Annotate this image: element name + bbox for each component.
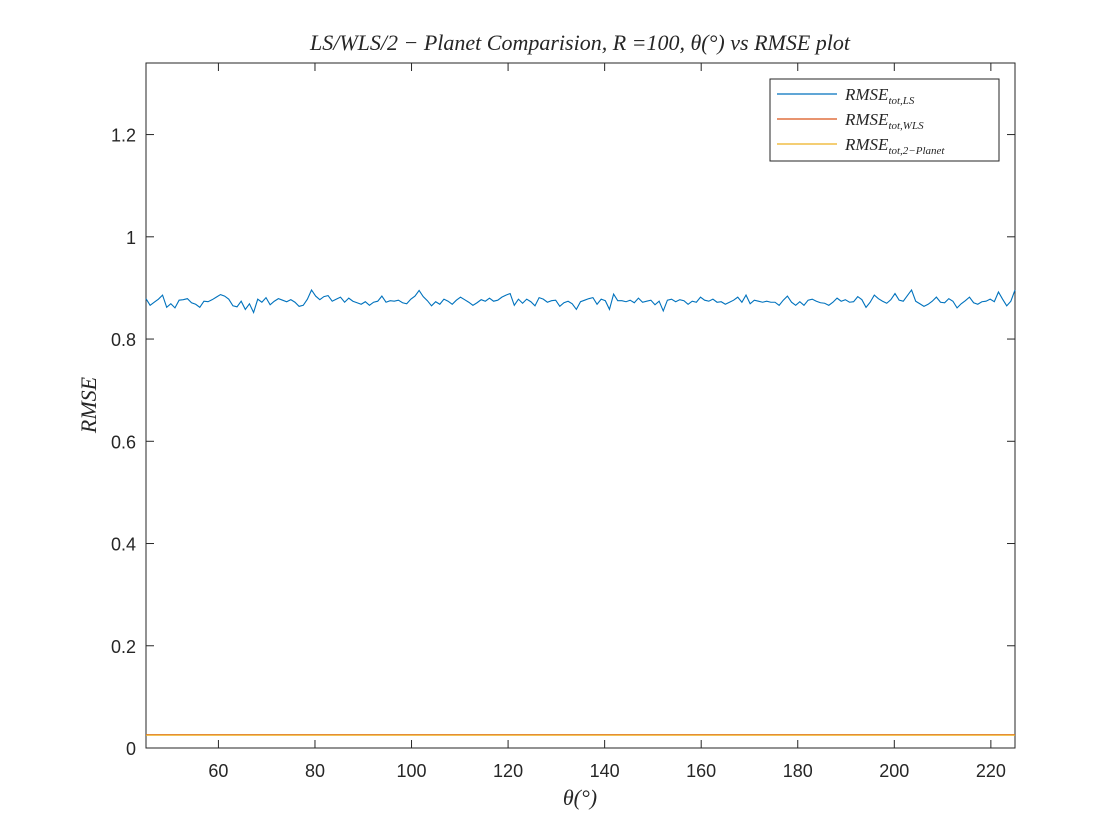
x-tick-label: 140 — [590, 761, 620, 781]
y-tick-label: 0.4 — [111, 535, 136, 555]
x-tick-label: 120 — [493, 761, 523, 781]
legend-box — [769, 78, 1000, 162]
x-tick-label: 80 — [305, 761, 325, 781]
legend-entry-1: RMSEtot,LS — [844, 85, 915, 107]
legend-label-subscript: tot,2−Planet — [888, 145, 945, 157]
x-axis-ticks: 60 80 100 120 140 160 180 200 220 — [208, 63, 1006, 781]
legend-label-subscript: tot,LS — [888, 95, 914, 107]
x-tick-label: 160 — [686, 761, 716, 781]
legend-entry-3: RMSEtot,2−Planet — [844, 135, 945, 157]
chart-title: LS/WLS/2 − Planet Comparision, R =100, θ… — [309, 30, 851, 55]
y-tick-label: 0.2 — [111, 637, 136, 657]
legend-label-main: RMSE — [844, 110, 889, 129]
y-tick-label: 0 — [126, 739, 136, 759]
y-tick-label: 0.8 — [111, 330, 136, 350]
y-axis-ticks: 0 0.2 0.4 0.6 0.8 1 1.2 — [111, 126, 1015, 759]
y-tick-label: 1.2 — [111, 126, 136, 146]
plot-area-frame — [145, 62, 1016, 749]
x-tick-label: 220 — [976, 761, 1006, 781]
x-tick-label: 100 — [397, 761, 427, 781]
x-tick-label: 200 — [879, 761, 909, 781]
series-line-1 — [145, 288, 1016, 314]
legend-entry-2: RMSEtot,WLS — [844, 110, 924, 132]
x-tick-label: 60 — [208, 761, 228, 781]
y-tick-label: 0.6 — [111, 432, 136, 452]
y-tick-label: 1 — [126, 228, 136, 248]
legend-label-main: RMSE — [844, 135, 889, 154]
x-tick-label: 180 — [783, 761, 813, 781]
y-axis-label: RMSE — [76, 376, 101, 434]
series-lines — [145, 288, 1016, 736]
legend-label-main: RMSE — [844, 85, 889, 104]
x-axis-label: θ(°) — [563, 785, 597, 810]
legend-label-subscript: tot,WLS — [888, 120, 924, 132]
